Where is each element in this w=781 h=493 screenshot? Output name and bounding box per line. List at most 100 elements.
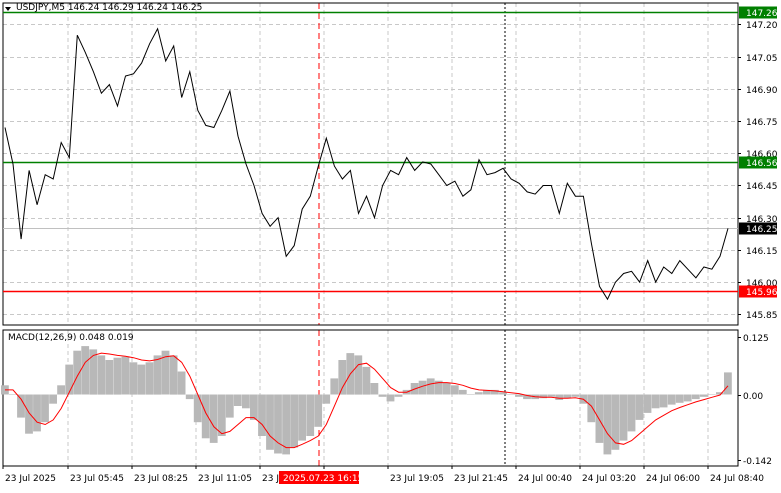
- macd-histogram-bar: [17, 394, 25, 418]
- macd-histogram-bar: [113, 357, 122, 395]
- macd-histogram-bar: [217, 394, 226, 436]
- price-level-label: 147.26: [746, 9, 778, 19]
- macd-histogram-bar: [370, 383, 379, 395]
- time-axis-label: 24 Jul 06:00: [646, 474, 700, 484]
- panel-frames: [2, 2, 739, 467]
- macd-histogram-bar: [354, 355, 363, 395]
- macd-histogram-bar: [563, 394, 572, 399]
- macd-histogram-bar: [306, 394, 315, 436]
- price-axis-label: 147.20: [746, 21, 778, 31]
- macd-histogram-bar: [707, 394, 716, 395]
- macd-histogram-bar: [386, 394, 395, 402]
- macd-axis-label: 0.125: [743, 334, 769, 344]
- macd-histogram-bar: [627, 394, 636, 432]
- price-level-tag: [739, 6, 777, 19]
- macd-histogram-bar: [643, 394, 652, 413]
- macd-histogram-bar: [137, 364, 146, 395]
- macd-histogram-bar: [89, 349, 98, 395]
- macd-panel-frame: [2, 329, 739, 467]
- price-axis-label: 146.75: [746, 118, 778, 128]
- macd-histogram-bar: [33, 394, 41, 432]
- macd-histogram-bar: [724, 372, 732, 395]
- price-level-label: 146.56: [746, 159, 778, 169]
- macd-histogram-bar: [105, 360, 114, 395]
- price-level-tag: [739, 156, 777, 169]
- macd-histogram-bar: [185, 394, 194, 400]
- macd-histogram-bar: [539, 394, 547, 399]
- macd-histogram-bar: [499, 392, 507, 395]
- macd-histogram-bar: [145, 362, 154, 395]
- macd-histogram-bar: [1, 385, 9, 395]
- macd-histogram-bar: [57, 385, 65, 395]
- macd-signal-line: [5, 352, 729, 449]
- macd-histogram-bar: [266, 394, 274, 450]
- price-axis-label: 147.05: [746, 54, 778, 64]
- macd-histogram-bar: [169, 355, 178, 395]
- macd-histogram-bar: [442, 383, 451, 395]
- macd-histogram-bar: [298, 394, 306, 441]
- price-panel-frame: [2, 2, 739, 326]
- macd-histogram-bar: [651, 394, 660, 409]
- time-axis-label: 24 Jul 08:40: [710, 474, 764, 484]
- macd-histogram-bar: [250, 394, 258, 420]
- macd-histogram-bar: [466, 394, 475, 395]
- macd-histogram-bar: [65, 364, 74, 395]
- macd-histogram-bar: [129, 362, 138, 395]
- macd-histogram-bar: [233, 394, 242, 406]
- macd-histogram-bar: [49, 394, 57, 404]
- time-axis-label: 23 Jul 11:05: [198, 474, 252, 484]
- macd-histogram-bar: [282, 394, 290, 455]
- macd-histogram-bar: [619, 394, 628, 441]
- macd-axis-label: -0.142: [743, 457, 772, 467]
- current-price-label: 146.25: [746, 225, 778, 235]
- time-axis-label: 23 Jul 2025: [5, 474, 56, 484]
- price-axis-label: 146.15: [746, 247, 778, 257]
- macd-histogram-bar: [209, 394, 218, 443]
- chart-header-title: USDJPY,M5 146.24 146.29 146.24 146.25: [16, 3, 203, 13]
- macd-histogram-bar: [25, 394, 33, 434]
- macd-histogram-bar: [587, 394, 596, 423]
- symbol-dropdown-icon[interactable]: [5, 7, 11, 11]
- macd-axis-label: 0.00: [743, 392, 763, 402]
- price-level-tag: [739, 285, 777, 298]
- macd-histogram-bar: [547, 394, 556, 397]
- macd-histogram-bar: [362, 366, 371, 395]
- macd-histogram-bar: [507, 394, 515, 395]
- macd-histogram-bar: [458, 389, 467, 395]
- macd-histogram-bar: [515, 394, 523, 397]
- macd-histogram-bar: [97, 355, 106, 395]
- price-axis-label: 146.00: [746, 279, 778, 289]
- macd-histogram-bar: [9, 394, 17, 395]
- price-axis-label: 146.45: [746, 182, 778, 192]
- time-axis-label: 24 Jul 03:20: [582, 474, 636, 484]
- macd-histogram-bar: [683, 394, 692, 402]
- macd-header-title: MACD(12,26,9) 0.048 0.019: [8, 333, 134, 343]
- macd-histogram-bar: [716, 392, 724, 395]
- current-price-tag: [739, 222, 777, 235]
- macd-histogram-bar: [274, 394, 282, 454]
- macd-panel: [1, 346, 732, 455]
- macd-histogram-bar: [523, 394, 531, 400]
- macd-histogram-bar: [474, 392, 483, 395]
- macd-histogram-bar: [659, 394, 668, 408]
- time-axis-label: 23 Jul 05:45: [70, 474, 124, 484]
- time-axis-label: 23 Jul: [262, 474, 287, 484]
- macd-histogram-bar: [418, 380, 427, 395]
- macd-histogram-bar: [394, 394, 403, 397]
- macd-histogram-bar: [73, 350, 82, 395]
- macd-histogram-bar: [483, 389, 491, 395]
- time-axis: 23 Jul 2025 23 Jul 05:45 23 Jul 08:25 23 Ju…: [2, 466, 764, 484]
- macd-histogram-bar: [290, 394, 298, 448]
- macd-histogram-bar: [225, 394, 234, 418]
- macd-histogram-bar: [667, 394, 676, 405]
- macd-histogram-bar: [434, 380, 443, 395]
- price-level-label: 145.96: [746, 288, 778, 298]
- price-chart: [4, 27, 729, 301]
- macd-histogram-bar: [635, 394, 644, 420]
- macd-histogram-bar: [699, 394, 708, 397]
- price-axis-label: 146.90: [746, 86, 778, 96]
- time-axis-label: 23 Jul 08:25: [134, 474, 188, 484]
- macd-histogram-bar: [491, 389, 499, 395]
